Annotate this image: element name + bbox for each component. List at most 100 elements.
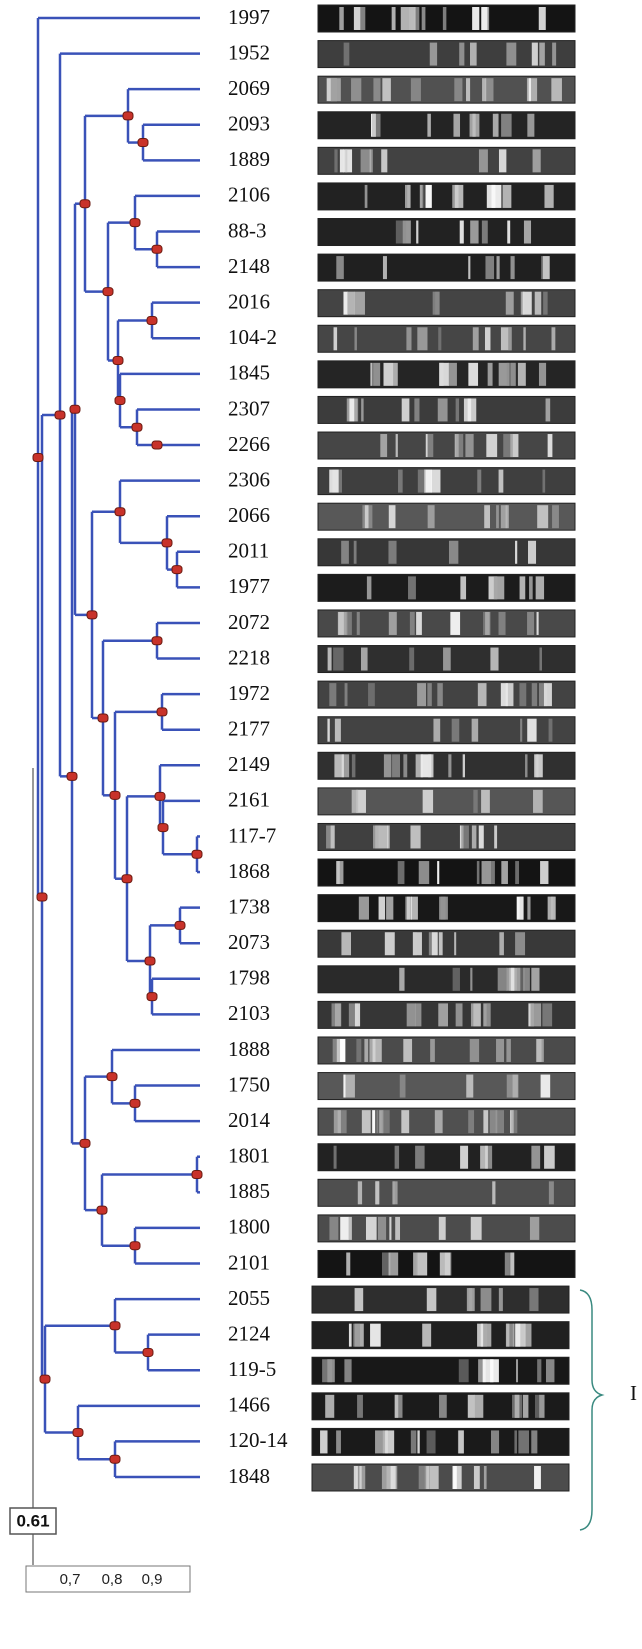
node-marker — [156, 707, 168, 717]
gel-band — [400, 7, 410, 30]
gel-band — [505, 291, 514, 315]
node-marker — [191, 1170, 203, 1180]
leaf-label: 1801 — [228, 1144, 270, 1168]
gel-lane — [311, 1427, 570, 1456]
axis-tick-label: 0,9 — [142, 1571, 163, 1588]
gel-lane — [317, 502, 576, 531]
gel-band — [529, 1216, 540, 1240]
gel-band — [552, 42, 557, 66]
leaf-label: 2161 — [228, 788, 270, 812]
gel-band — [458, 1359, 469, 1383]
gel-band — [370, 1323, 381, 1347]
gel-band — [531, 1145, 541, 1169]
gel-band — [386, 1466, 396, 1489]
gel-band — [325, 1394, 335, 1418]
gel-band — [514, 1430, 517, 1454]
gel-band — [498, 1288, 503, 1312]
gel-lane — [317, 253, 576, 282]
gel-band — [506, 362, 517, 386]
gel-band — [485, 861, 495, 885]
gel-lane — [317, 822, 576, 851]
gel-lane — [317, 1178, 576, 1207]
gel-band — [375, 1430, 384, 1454]
gel-band — [544, 184, 554, 208]
gel-band — [425, 434, 428, 458]
gel-band — [378, 896, 386, 920]
gel-band — [473, 1003, 481, 1027]
gel-band — [420, 754, 432, 778]
gel-band — [531, 1430, 538, 1454]
gel-band — [534, 1466, 541, 1489]
gel-band — [351, 78, 362, 102]
gel-band — [515, 932, 526, 956]
gel-band — [395, 220, 407, 244]
gel-band — [505, 683, 514, 707]
gel-band — [452, 1466, 457, 1489]
gel-band — [360, 149, 371, 173]
gel-band — [394, 1145, 400, 1169]
gel-band — [526, 78, 538, 102]
gel-band — [336, 1430, 341, 1454]
leaf-label: 2149 — [228, 752, 270, 776]
leaf-label: 2307 — [228, 396, 270, 420]
gel-band — [417, 683, 427, 707]
node-marker — [79, 199, 91, 209]
gel-band — [348, 1003, 359, 1027]
gel-band — [421, 7, 426, 30]
gel-band — [340, 1216, 349, 1240]
gel-band — [506, 42, 517, 66]
gel-band — [530, 1003, 542, 1027]
node-marker — [161, 538, 173, 548]
gel-band — [518, 1430, 530, 1454]
gel-band — [368, 683, 375, 707]
gel-band — [448, 540, 459, 564]
gel-band — [523, 220, 532, 244]
gel-band — [485, 1145, 493, 1169]
gel-lane — [317, 1072, 576, 1101]
gel-band — [487, 362, 493, 386]
gel-band — [377, 1216, 387, 1240]
gel-band — [429, 42, 438, 66]
gel-band — [539, 647, 542, 671]
node-marker — [97, 713, 109, 723]
gel-band — [334, 149, 338, 173]
gel-lane — [317, 218, 576, 247]
gel-lane — [317, 751, 576, 780]
gel-band — [496, 113, 499, 137]
gel-band — [471, 825, 477, 849]
gel-band — [510, 434, 519, 458]
gel-band — [403, 754, 408, 778]
gel-band — [395, 1216, 401, 1240]
gel-band — [389, 1216, 392, 1240]
gel-band — [485, 256, 495, 280]
gel-band — [413, 1252, 419, 1276]
gel-band — [439, 1394, 447, 1418]
gel-band — [351, 789, 359, 813]
leaf-label: 1738 — [228, 894, 270, 918]
gel-band — [498, 611, 506, 635]
gel-band — [375, 1181, 380, 1205]
gel-band — [358, 896, 369, 920]
gel-band — [478, 1359, 486, 1383]
node-marker — [72, 1428, 84, 1438]
gel-band — [508, 327, 512, 351]
node-marker — [109, 790, 121, 800]
gel-band — [415, 754, 424, 778]
gel-band — [466, 78, 471, 102]
gel-band — [339, 7, 344, 30]
gel-band — [343, 149, 353, 173]
gel-band — [438, 327, 442, 351]
gel-band — [495, 1110, 505, 1134]
gel-band — [448, 754, 452, 778]
gel-band — [523, 1323, 532, 1347]
gel-lane — [317, 431, 576, 460]
gel-band — [506, 1323, 510, 1347]
node-marker — [79, 1138, 91, 1148]
gel-band — [455, 434, 464, 458]
gel-band — [393, 362, 398, 386]
gel-band — [488, 576, 498, 600]
gel-band — [410, 896, 418, 920]
gel-band — [461, 825, 469, 849]
leaf-label: 2101 — [228, 1250, 270, 1274]
gel-band — [506, 967, 511, 991]
